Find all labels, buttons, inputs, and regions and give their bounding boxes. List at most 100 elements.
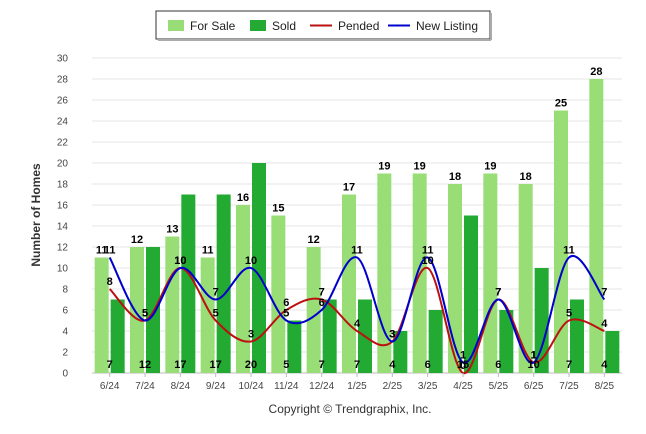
copyright-footer: Copyright © Trendgraphix, Inc. xyxy=(269,402,432,416)
label-new-listing: 3 xyxy=(389,329,395,341)
y-tick-label: 20 xyxy=(57,159,69,170)
bar-for-sale xyxy=(130,247,144,373)
label-pended: 7 xyxy=(495,287,501,299)
label-sold: 20 xyxy=(245,359,257,371)
label-for-sale: 19 xyxy=(484,161,496,173)
label-for-sale: 25 xyxy=(555,98,567,110)
label-new-listing: 11 xyxy=(422,245,434,257)
label-pended: 10 xyxy=(174,255,186,267)
x-axis: 6/24 7/24 8/24 9/24 10/24 11/24 12/24 1/25 2/25 3… xyxy=(100,373,615,392)
label-sold: 6 xyxy=(425,359,431,371)
bar-for-sale xyxy=(483,173,498,373)
x-tick-label: 3/25 xyxy=(418,381,438,392)
label-new-listing: 11 xyxy=(104,245,116,257)
bar-for-sale xyxy=(94,257,109,373)
bar-sold xyxy=(534,268,549,373)
x-tick-label: 12/24 xyxy=(309,381,334,392)
y-tick-label: 24 xyxy=(57,117,69,128)
label-pended: 6 xyxy=(283,297,289,309)
label-new-listing: 10 xyxy=(174,255,186,267)
y-tick-label: 2 xyxy=(62,348,68,359)
y-tick-label: 22 xyxy=(57,138,69,149)
x-tick-label: 6/25 xyxy=(524,381,544,392)
x-tick-label: 7/24 xyxy=(135,381,155,392)
label-for-sale: 11 xyxy=(96,245,108,257)
bar-sold xyxy=(322,299,337,373)
label-sold: 6 xyxy=(495,359,501,371)
label-pended: 1 xyxy=(531,350,537,362)
label-for-sale: 16 xyxy=(237,192,249,204)
label-sold: 17 xyxy=(210,359,222,371)
y-tick-label: 30 xyxy=(57,54,69,65)
x-tick-label: 10/24 xyxy=(238,381,263,392)
y-axis-title: Number of Homes xyxy=(29,163,43,267)
label-new-listing: 7 xyxy=(213,287,219,299)
label-new-listing: 10 xyxy=(245,255,257,267)
label-new-listing: 5 xyxy=(142,308,148,320)
label-new-listing: 11 xyxy=(351,245,363,257)
bar-sold xyxy=(252,163,266,373)
x-tick-label: 11/24 xyxy=(274,381,299,392)
legend-for-sale-label: For Sale xyxy=(190,19,236,33)
label-sold: 7 xyxy=(107,359,113,371)
label-sold: 7 xyxy=(319,359,325,371)
bar-for-sale xyxy=(448,184,462,373)
bar-sold xyxy=(110,299,125,373)
label-pended: 5 xyxy=(213,308,219,320)
legend-sold-swatch xyxy=(250,20,266,31)
label-sold: 4 xyxy=(389,359,396,371)
bar-for-sale xyxy=(554,110,568,373)
legend-new-listing-label: New Listing xyxy=(416,19,478,33)
y-tick-label: 12 xyxy=(57,243,69,254)
label-for-sale: 12 xyxy=(131,234,143,246)
x-tick-label: 4/25 xyxy=(453,381,473,392)
bar-sold xyxy=(605,331,620,373)
label-pended: 10 xyxy=(422,255,434,267)
legend: For Sale Sold Pended New Listing xyxy=(155,10,492,41)
y-tick-label: 16 xyxy=(57,201,69,212)
label-for-sale: 11 xyxy=(202,245,214,257)
bar-for-sale xyxy=(200,257,215,373)
y-tick-label: 8 xyxy=(62,285,68,296)
x-tick-label: 2/25 xyxy=(383,381,403,392)
label-for-sale: 28 xyxy=(590,66,602,78)
label-pended: 8 xyxy=(107,276,113,288)
label-new-listing: 7 xyxy=(495,287,501,299)
label-new-listing: 1 xyxy=(460,350,466,362)
bar-for-sale xyxy=(589,79,604,373)
label-for-sale: 13 xyxy=(166,224,178,236)
y-tick-label: 28 xyxy=(57,75,69,86)
label-pended: 7 xyxy=(319,287,325,299)
bar-sold xyxy=(146,247,160,373)
legend-for-sale-swatch xyxy=(168,20,184,31)
line-pended xyxy=(108,266,605,375)
lines xyxy=(108,254,606,375)
label-pended: 5 xyxy=(566,308,572,320)
label-pended: 4 xyxy=(601,318,608,330)
data-labels: 1178111212551317101011175716203101556512… xyxy=(96,66,608,372)
label-pended: 3 xyxy=(389,329,395,341)
label-pended: 4 xyxy=(354,318,361,330)
bar-sold xyxy=(499,310,514,373)
label-sold: 5 xyxy=(283,359,289,371)
y-tick-label: 6 xyxy=(62,306,68,317)
bars xyxy=(94,79,620,373)
label-new-listing: 11 xyxy=(563,245,575,257)
y-tick-label: 4 xyxy=(62,327,68,338)
label-sold: 4 xyxy=(601,359,608,371)
bar-for-sale xyxy=(342,194,356,373)
x-tick-label: 1/25 xyxy=(347,381,367,392)
label-new-listing: 5 xyxy=(283,308,289,320)
label-new-listing: 1 xyxy=(531,350,537,362)
label-sold: 15 xyxy=(457,359,469,371)
bar-for-sale xyxy=(236,205,250,373)
bar-for-sale xyxy=(518,184,533,373)
line-new-listing xyxy=(108,254,606,364)
label-for-sale: 18 xyxy=(520,171,532,183)
label-new-listing: 6 xyxy=(319,297,325,309)
bar-sold xyxy=(464,215,478,373)
label-pended: 5 xyxy=(142,308,148,320)
bar-sold xyxy=(570,299,584,373)
